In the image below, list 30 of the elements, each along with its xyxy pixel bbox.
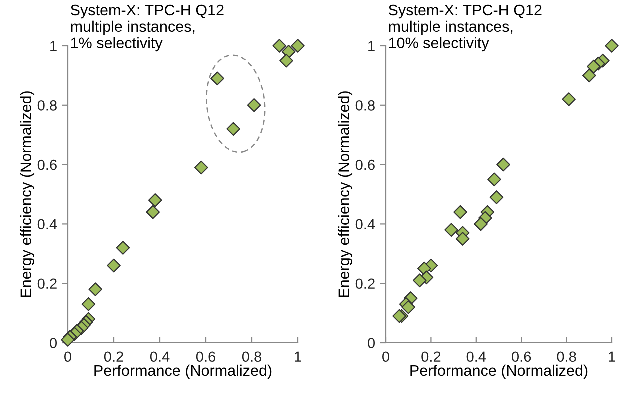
x-tick-label: 1 — [609, 352, 616, 362]
y-tick-label: 1 — [368, 41, 375, 52]
x-tick-label: 0.4 — [150, 352, 170, 362]
x-axis-title: Performance (Normalized) — [410, 364, 588, 380]
x-tick-label: 1 — [295, 352, 302, 362]
y-tick-label: 0.4 — [38, 219, 58, 230]
y-tick-label: 0.8 — [38, 100, 57, 111]
x-tick-label: 0.2 — [104, 352, 124, 362]
y-tick-label: 0.8 — [356, 100, 375, 111]
y-tick-label: 1 — [50, 41, 57, 52]
x-tick-label: 0 — [382, 352, 390, 362]
y-axis-title: Energy efficiency (Normalized) — [20, 92, 35, 298]
y-tick-label: 0 — [50, 338, 58, 348]
y-tick-label: 0.6 — [356, 160, 375, 170]
x-tick-label: 0.8 — [557, 352, 576, 362]
x-tick-label: 0 — [64, 352, 72, 362]
y-tick-label: 0 — [368, 338, 376, 348]
x-tick-label: 0.8 — [242, 352, 262, 362]
x-tick-label: 0.2 — [422, 352, 441, 362]
y-axis-title: Energy efficiency (Normalized) — [338, 92, 353, 298]
x-tick-label: 0.6 — [196, 352, 216, 362]
y-tick-label: 0.2 — [356, 278, 375, 290]
x-tick-label: 0.4 — [466, 352, 486, 362]
chart-title: System-X: TPC-H Q12 multiple instances, 10% selectivity — [388, 4, 542, 52]
x-axis-title: Performance (Normalized) — [94, 364, 272, 380]
y-tick-label: 0.6 — [38, 160, 57, 170]
y-tick-label: 0.2 — [38, 278, 57, 290]
chart-title: System-X: TPC-H Q12 multiple instances, 1% selectivity — [70, 4, 224, 52]
x-tick-label: 0.6 — [512, 352, 532, 362]
y-tick-label: 0.4 — [356, 219, 376, 230]
